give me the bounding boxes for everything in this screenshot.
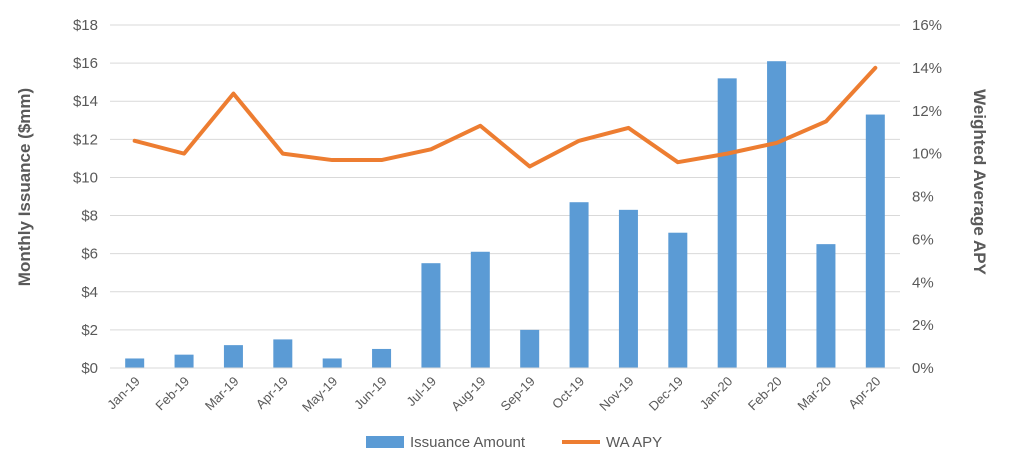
x-tick-label: Apr-19 bbox=[253, 374, 291, 412]
bar-series-issuance bbox=[125, 61, 885, 368]
left-tick-label: $12 bbox=[73, 131, 98, 148]
right-tick-label: 8% bbox=[912, 189, 934, 206]
bar-Nov-19 bbox=[618, 209, 638, 368]
x-tick-label: Jun-19 bbox=[351, 374, 390, 413]
bar-Sep-19 bbox=[520, 329, 540, 368]
bar-Mar-20 bbox=[816, 244, 836, 368]
bar-Jun-19 bbox=[372, 348, 392, 368]
right-tick-label: 2% bbox=[912, 317, 934, 334]
legend: Issuance Amount WA APY bbox=[366, 434, 662, 451]
left-tick-label: $6 bbox=[81, 246, 98, 263]
x-tick-label: Aug-19 bbox=[448, 374, 488, 414]
right-tick-label: 4% bbox=[912, 274, 934, 291]
bar-Feb-19 bbox=[174, 354, 194, 368]
right-tick-label: 10% bbox=[912, 146, 942, 163]
x-tick-label: Oct-19 bbox=[549, 374, 587, 412]
left-tick-label: $2 bbox=[81, 322, 98, 339]
bar-Jan-19 bbox=[125, 358, 145, 368]
bar-Jul-19 bbox=[421, 263, 441, 368]
x-tick-label: Dec-19 bbox=[646, 374, 686, 414]
left-tick-label: $4 bbox=[81, 284, 98, 301]
left-tick-label: $10 bbox=[73, 169, 98, 186]
right-tick-label: 14% bbox=[912, 60, 942, 77]
right-tick-label: 0% bbox=[912, 360, 934, 377]
right-tick-label: 16% bbox=[912, 17, 942, 34]
left-axis-title: Monthly Issuance ($mm) bbox=[15, 88, 34, 286]
bar-Oct-19 bbox=[569, 202, 589, 368]
bar-Aug-19 bbox=[470, 251, 490, 368]
left-tick-label: $18 bbox=[73, 17, 98, 34]
x-tick-label: May-19 bbox=[299, 374, 340, 415]
left-tick-label: $0 bbox=[81, 360, 98, 377]
x-tick-label: Sep-19 bbox=[498, 374, 538, 414]
x-tick-label: Mar-20 bbox=[794, 374, 834, 414]
wa-apy-line bbox=[132, 65, 878, 169]
x-tick-label: Jul-19 bbox=[403, 374, 439, 410]
right-tick-label: 12% bbox=[912, 103, 942, 120]
legend-swatch-issuance bbox=[366, 436, 404, 448]
bar-Dec-19 bbox=[668, 232, 688, 368]
left-axis-ticks: $0 $2 $4 $6 $8 $10 $12 $14 $16 $18 bbox=[73, 17, 98, 377]
x-tick-label: Apr-20 bbox=[845, 374, 883, 412]
x-tick-label: Feb-20 bbox=[745, 374, 785, 414]
bar-Apr-19 bbox=[273, 339, 293, 368]
x-axis-ticks: Jan-19 Feb-19 Mar-19 Apr-19 May-19 Jun-19 Jul-… bbox=[104, 374, 883, 415]
left-tick-label: $8 bbox=[81, 208, 98, 225]
bar-Apr-20 bbox=[865, 114, 885, 368]
right-tick-label: 6% bbox=[912, 231, 934, 248]
bar-May-19 bbox=[322, 358, 342, 368]
left-tick-label: $16 bbox=[73, 55, 98, 72]
legend-label-issuance: Issuance Amount bbox=[410, 434, 526, 451]
right-axis-title: Weighted Average APY bbox=[970, 89, 989, 275]
x-tick-label: Nov-19 bbox=[596, 374, 636, 414]
x-tick-label: Mar-19 bbox=[202, 374, 242, 414]
line-series-wa-apy bbox=[132, 65, 878, 169]
left-tick-label: $14 bbox=[73, 93, 98, 110]
x-tick-label: Jan-20 bbox=[697, 374, 736, 413]
legend-label-wa-apy: WA APY bbox=[606, 434, 662, 451]
bar-Mar-19 bbox=[223, 345, 243, 368]
right-axis-ticks: 0% 2% 4% 6% 8% 10% 12% 14% 16% bbox=[912, 17, 942, 377]
bar-Jan-20 bbox=[717, 78, 737, 368]
x-tick-label: Jan-19 bbox=[104, 374, 143, 413]
bar-Feb-20 bbox=[767, 61, 787, 368]
x-tick-label: Feb-19 bbox=[152, 374, 192, 414]
